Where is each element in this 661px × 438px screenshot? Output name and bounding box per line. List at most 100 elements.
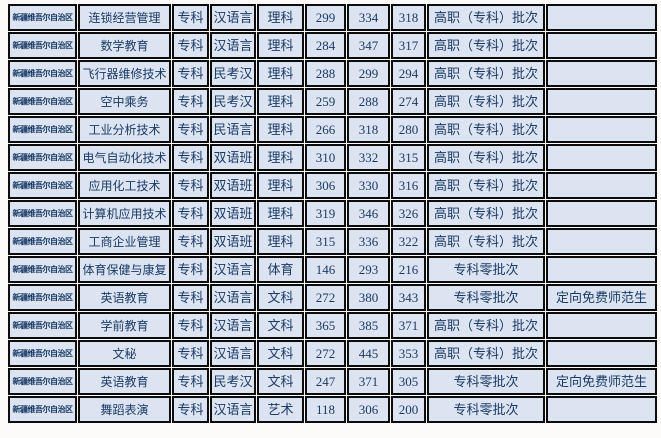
cell-score2: 288: [347, 88, 390, 115]
table-row: 新疆维吾尔自治区 计算机应用技术 专科 双语班 理科 319 346 326 高职（专科）批次: [8, 200, 657, 227]
cell-score3: 294: [391, 60, 426, 87]
cell-subject: 理科: [257, 32, 304, 59]
cell-level: 专科: [172, 312, 209, 339]
cell-major: 学前教育: [78, 312, 171, 339]
cell-note: [546, 312, 657, 339]
cell-score2: 330: [347, 172, 390, 199]
cell-score1: 146: [305, 256, 346, 283]
cell-language: 汉语言: [210, 396, 256, 423]
cell-subject: 理科: [257, 116, 304, 143]
cell-score2: 371: [347, 368, 390, 395]
cell-level: 专科: [172, 4, 209, 31]
table-row: 新疆维吾尔自治区 文秘 专科 汉语言 文科 272 445 353 高职（专科）批次: [8, 340, 657, 367]
cell-region: 新疆维吾尔自治区: [8, 32, 77, 59]
cell-subject: 艺术: [257, 396, 304, 423]
table-row: 新疆维吾尔自治区 英语教育 专科 民考汉 文科 247 371 305 专科零批次 定向免费师范生: [8, 368, 657, 395]
cell-language: 汉语言: [210, 256, 256, 283]
cell-score1: 266: [305, 116, 346, 143]
cell-score2: 332: [347, 144, 390, 171]
cell-score1: 306: [305, 172, 346, 199]
cell-score3: 326: [391, 200, 426, 227]
cell-language: 汉语言: [210, 4, 256, 31]
cell-score3: 353: [391, 340, 426, 367]
cell-note: [546, 32, 657, 59]
cell-batch: 专科零批次: [427, 396, 545, 423]
cell-note: [546, 256, 657, 283]
cell-batch: 高职（专科）批次: [427, 88, 545, 115]
cell-batch: 高职（专科）批次: [427, 172, 545, 199]
cell-region: 新疆维吾尔自治区: [8, 4, 77, 31]
cell-level: 专科: [172, 228, 209, 255]
cell-score1: 118: [305, 396, 346, 423]
cell-level: 专科: [172, 172, 209, 199]
cell-major: 工商企业管理: [78, 228, 171, 255]
cell-major: 英语教育: [78, 284, 171, 311]
cell-subject: 理科: [257, 228, 304, 255]
cell-score2: 346: [347, 200, 390, 227]
cell-subject: 体育: [257, 256, 304, 283]
cell-subject: 文科: [257, 340, 304, 367]
cell-note: [546, 60, 657, 87]
cell-score1: 319: [305, 200, 346, 227]
cell-score2: 299: [347, 60, 390, 87]
cell-batch: 高职（专科）批次: [427, 340, 545, 367]
cell-major: 数学教育: [78, 32, 171, 59]
page: 新疆维吾尔自治区 连锁经营管理 专科 汉语言 理科 299 334 318 高职（专科）批次 新疆…: [8, 4, 657, 423]
cell-subject: 理科: [257, 88, 304, 115]
cell-region: 新疆维吾尔自治区: [8, 144, 77, 171]
table-row: 新疆维吾尔自治区 舞蹈表演 专科 汉语言 艺术 118 306 200 专科零批次: [8, 396, 657, 423]
cell-region: 新疆维吾尔自治区: [8, 116, 77, 143]
cell-language: 汉语言: [210, 284, 256, 311]
cell-subject: 理科: [257, 144, 304, 171]
cell-score2: 318: [347, 116, 390, 143]
cell-region: 新疆维吾尔自治区: [8, 88, 77, 115]
cell-note: [546, 4, 657, 31]
cell-score2: 385: [347, 312, 390, 339]
cell-score1: 310: [305, 144, 346, 171]
cell-level: 专科: [172, 32, 209, 59]
cell-note: [546, 396, 657, 423]
cell-level: 专科: [172, 284, 209, 311]
cell-subject: 文科: [257, 368, 304, 395]
table-row: 新疆维吾尔自治区 飞行器维修技术 专科 民考汉 理科 288 299 294 高职（专科）批次: [8, 60, 657, 87]
cell-region: 新疆维吾尔自治区: [8, 396, 77, 423]
cell-language: 民语言: [210, 116, 256, 143]
cell-note: [546, 144, 657, 171]
cell-note: [546, 116, 657, 143]
table-row: 新疆维吾尔自治区 学前教育 专科 汉语言 文科 365 385 371 高职（专科）批次: [8, 312, 657, 339]
cell-batch: 高职（专科）批次: [427, 60, 545, 87]
cell-region: 新疆维吾尔自治区: [8, 172, 77, 199]
cell-score3: 200: [391, 396, 426, 423]
cell-score1: 299: [305, 4, 346, 31]
table-row: 新疆维吾尔自治区 数学教育 专科 汉语言 理科 284 347 317 高职（专科）批次: [8, 32, 657, 59]
cell-batch: 专科零批次: [427, 284, 545, 311]
cell-batch: 专科零批次: [427, 256, 545, 283]
cell-region: 新疆维吾尔自治区: [8, 256, 77, 283]
cell-score2: 293: [347, 256, 390, 283]
cell-major: 文秘: [78, 340, 171, 367]
cell-level: 专科: [172, 144, 209, 171]
cell-region: 新疆维吾尔自治区: [8, 312, 77, 339]
cell-major: 体育保健与康复: [78, 256, 171, 283]
cell-score1: 259: [305, 88, 346, 115]
table-row: 新疆维吾尔自治区 工商企业管理 专科 双语班 理科 315 336 322 高职（专科）批次: [8, 228, 657, 255]
cell-region: 新疆维吾尔自治区: [8, 340, 77, 367]
cell-score2: 306: [347, 396, 390, 423]
cell-language: 双语班: [210, 172, 256, 199]
cell-subject: 理科: [257, 172, 304, 199]
cell-score2: 445: [347, 340, 390, 367]
cell-language: 双语班: [210, 200, 256, 227]
cell-subject: 理科: [257, 60, 304, 87]
cell-language: 汉语言: [210, 32, 256, 59]
cell-score1: 247: [305, 368, 346, 395]
cell-level: 专科: [172, 340, 209, 367]
cell-batch: 高职（专科）批次: [427, 312, 545, 339]
cell-score3: 343: [391, 284, 426, 311]
cell-score1: 288: [305, 60, 346, 87]
cell-major: 工业分析技术: [78, 116, 171, 143]
cell-level: 专科: [172, 88, 209, 115]
cell-score3: 318: [391, 4, 426, 31]
cell-major: 英语教育: [78, 368, 171, 395]
cell-score2: 347: [347, 32, 390, 59]
cell-batch: 高职（专科）批次: [427, 228, 545, 255]
